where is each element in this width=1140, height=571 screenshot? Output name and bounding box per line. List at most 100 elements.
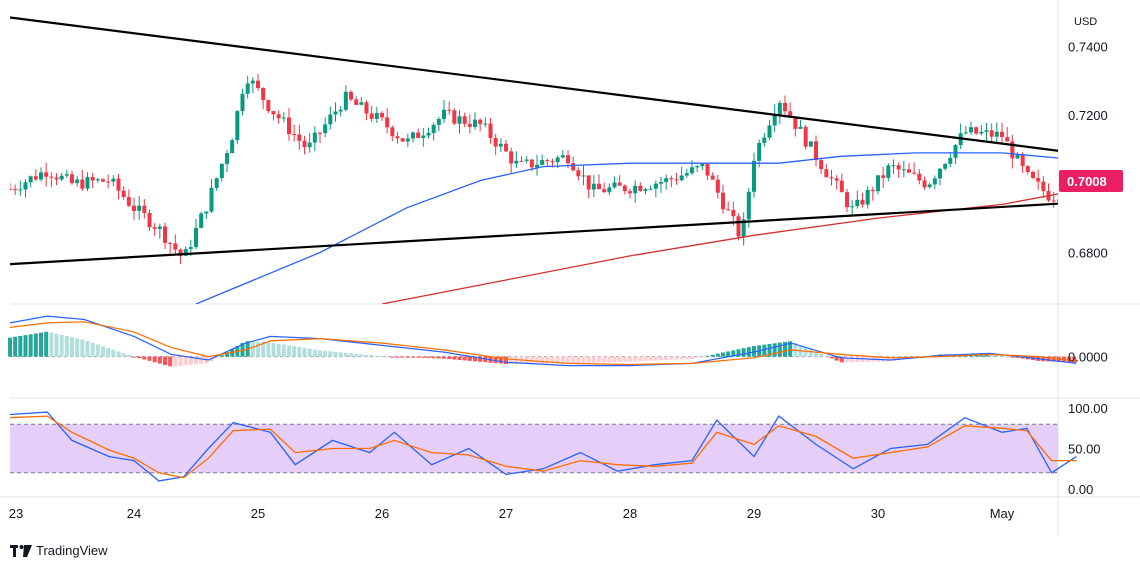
candle	[178, 248, 183, 265]
candle	[519, 156, 524, 162]
candle	[44, 162, 49, 187]
candle	[214, 177, 219, 191]
time-tick-label: 25	[251, 506, 265, 521]
macd-histogram-bar	[834, 356, 839, 361]
macd-histogram-bar	[664, 356, 669, 361]
macd-histogram-bar	[576, 356, 581, 364]
macd-histogram-bar	[684, 356, 689, 360]
candle	[442, 99, 446, 123]
candle	[447, 101, 452, 115]
candle	[881, 166, 886, 188]
macd-histogram-bar	[85, 341, 90, 357]
candle	[39, 167, 43, 182]
macd-histogram-bar	[80, 339, 85, 357]
macd-histogram-bar	[462, 356, 467, 361]
candle	[591, 175, 596, 198]
time-tick-label: 27	[499, 506, 513, 521]
macd-histogram-bar	[157, 356, 162, 364]
macd-histogram-bar	[13, 336, 18, 357]
last-price-tag: 0.7008	[1059, 170, 1123, 193]
ma-fast-line	[195, 152, 1058, 304]
macd-histogram-bar	[199, 356, 204, 364]
candle	[752, 152, 756, 198]
candle	[798, 120, 803, 129]
macd-histogram-bar	[447, 356, 452, 360]
stoch-d-line	[9, 415, 1077, 479]
macd-histogram-bar	[1072, 356, 1077, 363]
candle	[726, 201, 731, 211]
candle	[994, 122, 999, 145]
candle	[566, 150, 570, 168]
candle	[121, 186, 126, 200]
candle	[473, 112, 477, 130]
trendline-1[interactable]	[10, 16, 1064, 152]
macd-histogram-bar	[281, 344, 286, 357]
macd-histogram-bar	[777, 342, 782, 357]
candle	[664, 174, 669, 190]
candle	[54, 173, 59, 186]
trendline-2[interactable]	[10, 202, 1064, 266]
candle	[803, 125, 808, 150]
candle	[225, 150, 229, 173]
candle	[767, 120, 772, 141]
macd-histogram-bar	[292, 346, 297, 357]
candle	[85, 172, 90, 192]
macd-histogram-bar	[8, 337, 12, 357]
ma-slow-line	[381, 193, 1058, 304]
macd-histogram-bar	[721, 352, 725, 357]
candle	[33, 169, 38, 182]
macd-histogram-bar	[617, 356, 622, 362]
macd-pane[interactable]	[8, 315, 1077, 367]
price-tick-label: 0.6800	[1068, 245, 1108, 260]
macd-histogram-bar	[416, 356, 421, 358]
macd-histogram-bar	[653, 356, 658, 361]
candle	[297, 124, 302, 150]
macd-histogram-bar	[478, 356, 483, 362]
candle	[498, 138, 503, 153]
candle	[80, 170, 85, 192]
candle	[653, 180, 658, 198]
tradingview-brand[interactable]: TradingView	[10, 543, 108, 558]
candle	[457, 110, 462, 134]
time-tick-label: May	[990, 506, 1015, 521]
candle	[808, 141, 813, 147]
macd-histogram-bar	[1010, 356, 1015, 358]
candle	[431, 122, 436, 141]
price-pane[interactable]	[8, 16, 1076, 304]
candle	[907, 163, 911, 174]
candle	[204, 211, 209, 219]
candle	[1005, 127, 1010, 142]
candle	[1025, 165, 1030, 175]
macd-histogram-bar	[679, 356, 684, 360]
candle	[18, 180, 23, 196]
macd-histogram-bar	[808, 349, 813, 357]
candle	[684, 168, 689, 178]
candle	[545, 158, 550, 167]
candle	[126, 189, 131, 208]
brand-label: TradingView	[36, 543, 108, 558]
time-tick-label: 26	[375, 506, 389, 521]
candle	[10, 183, 12, 191]
macd-histogram-bar	[509, 356, 514, 364]
macd-histogram-bar	[168, 356, 173, 367]
macd-histogram-bar	[550, 356, 555, 364]
macd-histogram-bar	[250, 341, 255, 357]
macd-histogram-bar	[891, 356, 896, 361]
macd-histogram-bar	[896, 356, 901, 361]
candle	[628, 188, 632, 199]
candle	[364, 100, 369, 121]
stoch-pane[interactable]	[9, 411, 1077, 482]
macd-histogram-bar	[287, 345, 291, 357]
macd-histogram-bar	[75, 338, 80, 357]
candle	[524, 155, 529, 164]
candle	[292, 124, 297, 142]
macd-histogram-bar	[385, 356, 390, 358]
macd-histogram-bar	[101, 346, 105, 357]
macd-histogram-bar	[214, 356, 219, 359]
candle	[612, 176, 617, 189]
macd-histogram-bar	[602, 356, 607, 363]
macd-histogram-bar	[318, 350, 322, 357]
macd-zero-label: 0.0000	[1068, 350, 1108, 365]
macd-histogram-bar	[436, 356, 441, 359]
macd-histogram-bar	[411, 356, 415, 358]
